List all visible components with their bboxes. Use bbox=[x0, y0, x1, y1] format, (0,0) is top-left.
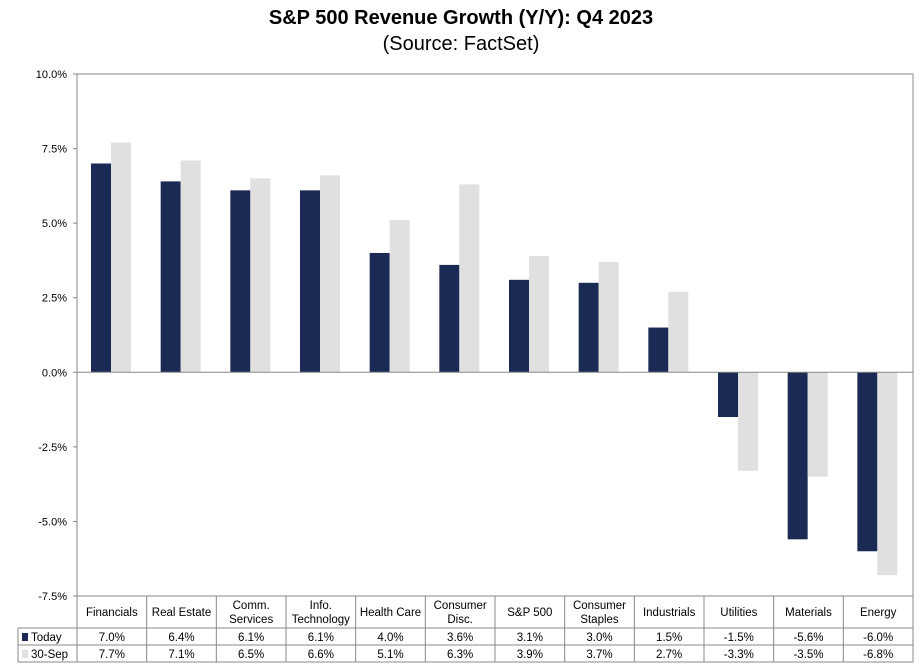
data-label: 3.1% bbox=[517, 632, 543, 644]
bar-today-6 bbox=[509, 279, 529, 373]
category-label: Info. bbox=[310, 600, 332, 612]
category-label: Staples bbox=[580, 614, 619, 626]
data-label: 3.9% bbox=[517, 649, 543, 661]
data-label: 4.0% bbox=[377, 632, 403, 644]
data-label: -6.0% bbox=[863, 632, 893, 644]
category-label: Comm. bbox=[233, 600, 270, 612]
category-label: Disc. bbox=[447, 614, 473, 626]
y-tick-label: 5.0% bbox=[42, 218, 67, 230]
bar-30-sep-5 bbox=[459, 184, 480, 373]
data-label: 3.7% bbox=[586, 649, 612, 661]
category-label: Technology bbox=[292, 614, 350, 626]
legend-label: Today bbox=[31, 632, 62, 644]
bar-30-sep-3 bbox=[320, 175, 340, 373]
bar-30-sep-2 bbox=[250, 178, 271, 373]
data-label: -1.5% bbox=[724, 632, 754, 644]
data-label: 6.3% bbox=[447, 649, 473, 661]
data-label: -6.8% bbox=[863, 649, 893, 661]
category-label: Energy bbox=[860, 607, 897, 619]
category-label: Services bbox=[229, 614, 273, 626]
bar-30-sep-0 bbox=[111, 142, 131, 373]
data-label: -5.6% bbox=[793, 632, 823, 644]
bar-today-2 bbox=[230, 190, 251, 373]
y-tick-label: 7.5% bbox=[42, 144, 67, 156]
y-tick-label: -7.5% bbox=[38, 591, 67, 603]
bar-30-sep-1 bbox=[180, 160, 201, 373]
data-label: 2.7% bbox=[656, 649, 682, 661]
data-label: 7.7% bbox=[99, 649, 125, 661]
bar-today-4 bbox=[369, 252, 390, 373]
bar-30-sep-4 bbox=[389, 220, 410, 373]
data-label: 6.5% bbox=[238, 649, 264, 661]
category-label: Consumer bbox=[434, 600, 487, 612]
bar-today-3 bbox=[300, 190, 320, 373]
category-label: Utilities bbox=[720, 607, 757, 619]
data-label: 7.1% bbox=[168, 649, 194, 661]
y-tick-label: 2.5% bbox=[42, 293, 67, 305]
bar-30-sep-6 bbox=[529, 255, 549, 373]
y-tick-label: 10.0% bbox=[36, 69, 67, 81]
bar-30-sep-11 bbox=[877, 372, 898, 576]
y-tick-label: -2.5% bbox=[38, 442, 67, 454]
bar-today-1 bbox=[160, 181, 181, 373]
bar-30-sep-10 bbox=[807, 372, 828, 477]
data-label: 1.5% bbox=[656, 632, 682, 644]
chart-subtitle: (Source: FactSet) bbox=[382, 33, 540, 55]
legend-key-today bbox=[22, 633, 28, 641]
y-tick-label: -5.0% bbox=[38, 516, 67, 528]
category-label: Industrials bbox=[643, 607, 696, 619]
bar-30-sep-7 bbox=[598, 261, 619, 373]
category-label: Health Care bbox=[360, 607, 421, 619]
chart-title: S&P 500 Revenue Growth (Y/Y): Q4 2023 bbox=[268, 7, 654, 29]
data-label: 7.0% bbox=[99, 632, 125, 644]
bar-today-11 bbox=[857, 372, 878, 552]
bar-today-0 bbox=[91, 163, 111, 373]
category-label: Consumer bbox=[573, 600, 626, 612]
bar-today-7 bbox=[578, 282, 599, 373]
data-label: 6.4% bbox=[168, 632, 194, 644]
category-label: Real Estate bbox=[152, 607, 211, 619]
data-label: 6.1% bbox=[308, 632, 334, 644]
y-tick-label: 0.0% bbox=[42, 367, 67, 379]
data-label: -3.5% bbox=[793, 649, 823, 661]
data-label: 6.6% bbox=[308, 649, 334, 661]
data-label: -3.3% bbox=[724, 649, 754, 661]
data-label: 3.6% bbox=[447, 632, 473, 644]
data-label: 3.0% bbox=[586, 632, 612, 644]
bar-30-sep-9 bbox=[738, 372, 758, 471]
bar-today-9 bbox=[718, 372, 738, 418]
legend-label: 30-Sep bbox=[31, 649, 68, 661]
legend-key-30-sep bbox=[22, 650, 28, 658]
bar-today-5 bbox=[439, 264, 460, 373]
category-label: Materials bbox=[785, 607, 832, 619]
category-label: S&P 500 bbox=[507, 607, 552, 619]
bar-today-8 bbox=[648, 327, 669, 373]
category-label: Financials bbox=[86, 607, 138, 619]
bar-today-10 bbox=[787, 372, 808, 540]
data-label: 6.1% bbox=[238, 632, 264, 644]
bar-30-sep-8 bbox=[668, 291, 689, 373]
data-label: 5.1% bbox=[377, 649, 403, 661]
